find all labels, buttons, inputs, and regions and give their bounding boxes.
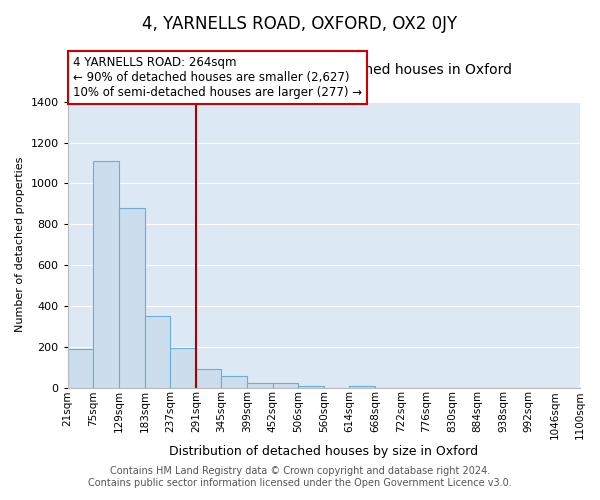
X-axis label: Distribution of detached houses by size in Oxford: Distribution of detached houses by size … xyxy=(169,444,478,458)
Bar xyxy=(298,386,324,388)
Bar xyxy=(68,349,94,388)
Bar xyxy=(94,161,119,388)
Text: 4 YARNELLS ROAD: 264sqm
← 90% of detached houses are smaller (2,627)
10% of semi: 4 YARNELLS ROAD: 264sqm ← 90% of detache… xyxy=(73,56,362,99)
Text: Contains HM Land Registry data © Crown copyright and database right 2024.
Contai: Contains HM Land Registry data © Crown c… xyxy=(88,466,512,487)
Bar xyxy=(119,208,145,388)
Bar xyxy=(247,384,272,388)
Bar xyxy=(196,369,221,388)
Bar xyxy=(145,316,170,388)
Bar xyxy=(349,386,375,388)
Bar xyxy=(272,384,298,388)
Bar xyxy=(170,348,196,388)
Bar xyxy=(221,376,247,388)
Y-axis label: Number of detached properties: Number of detached properties xyxy=(15,157,25,332)
Text: 4, YARNELLS ROAD, OXFORD, OX2 0JY: 4, YARNELLS ROAD, OXFORD, OX2 0JY xyxy=(142,15,458,33)
Title: Size of property relative to detached houses in Oxford: Size of property relative to detached ho… xyxy=(136,63,512,77)
